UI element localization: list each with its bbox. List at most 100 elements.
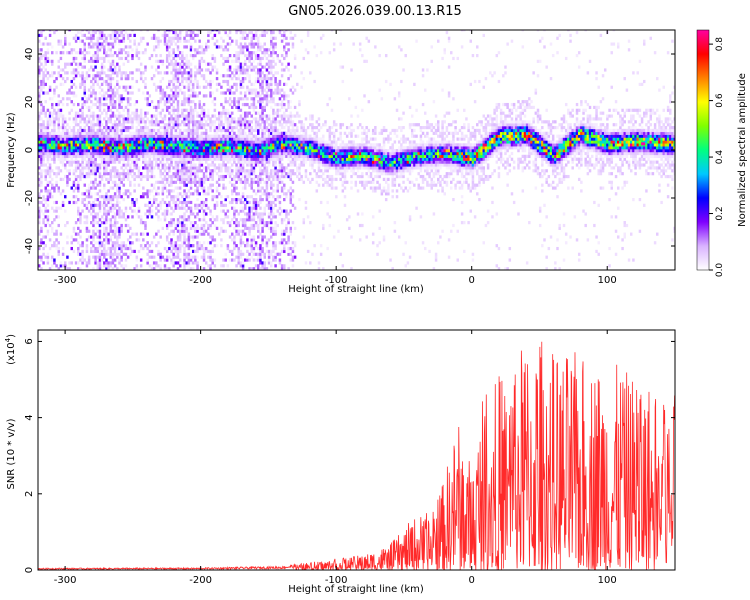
spectrogram-cell xyxy=(233,215,236,219)
spectrogram-cell xyxy=(150,123,154,127)
spectrogram-cell xyxy=(272,215,275,219)
spectrogram-cell xyxy=(70,140,73,144)
spectrogram-cell xyxy=(252,166,256,170)
spectrogram-cell xyxy=(90,134,93,138)
spectrogram-cell xyxy=(274,174,277,179)
spectrogram-cell xyxy=(165,255,169,259)
spectrogram-cell xyxy=(226,68,230,72)
spectrogram-cell xyxy=(200,51,204,55)
spectrogram-cell xyxy=(48,195,52,199)
spectrogram-cell xyxy=(267,221,271,225)
spectrogram-cell xyxy=(165,143,169,147)
spectrogram-cell xyxy=(165,189,169,193)
spectrogram-cell xyxy=(263,140,266,144)
spectrogram-cell xyxy=(209,143,212,147)
spectrogram-cell xyxy=(92,172,95,176)
spectrogram-cell xyxy=(265,166,269,170)
spectrogram-cell xyxy=(116,114,119,118)
spectrogram-cell xyxy=(124,71,128,75)
spectrogram-cell xyxy=(174,151,178,156)
spectrogram-cell xyxy=(126,114,130,118)
spectrogram-cell xyxy=(217,82,221,86)
spectrogram-cell xyxy=(135,232,139,236)
spectrogram-cell xyxy=(92,33,95,38)
spectrogram-cell xyxy=(148,131,152,135)
spectrogram-cell xyxy=(87,42,91,46)
spectrogram-cell xyxy=(209,128,212,133)
spectrogram-cell xyxy=(66,149,69,153)
spectrogram-cell xyxy=(152,151,156,156)
spectrogram-cell xyxy=(103,195,106,199)
spectrogram-cell xyxy=(228,221,232,225)
spectrogram-cell xyxy=(163,218,167,222)
spectrogram-cell xyxy=(74,186,78,190)
spectrogram-cell xyxy=(194,77,197,81)
spectrogram-cell xyxy=(270,183,273,187)
spectrogram-cell xyxy=(185,117,188,121)
spectrogram-cell xyxy=(185,183,188,187)
spectrogram-cell xyxy=(183,62,186,66)
spectrogram-cell xyxy=(263,252,266,256)
spectrogram-cell xyxy=(122,267,126,270)
spectrogram-cell xyxy=(174,166,178,170)
spectrogram-cell xyxy=(228,172,232,176)
spectrogram-cell xyxy=(270,137,273,141)
spectrogram-cell xyxy=(246,85,249,89)
spectrogram-cell xyxy=(191,137,195,141)
spectrogram-cell xyxy=(178,235,182,239)
spectrogram-cell xyxy=(116,91,119,95)
spectrogram-cell xyxy=(116,183,119,187)
spectrogram-cell xyxy=(263,97,266,101)
spectrogram-cell xyxy=(94,157,97,161)
spectrogram-cell xyxy=(213,244,217,248)
spectrogram-cell xyxy=(228,149,232,153)
spectrogram-cell xyxy=(170,157,173,161)
spectrogram-cell xyxy=(53,160,56,164)
spectrogram-cell xyxy=(137,206,141,210)
spectrogram-cell xyxy=(200,111,204,115)
spectrogram-cell xyxy=(194,108,197,112)
spectrogram-cell xyxy=(122,36,126,40)
spectrogram-cell xyxy=(118,137,121,141)
spectrogram-cell xyxy=(183,235,186,239)
spectrogram-cell xyxy=(161,177,165,182)
spectrogram-cell xyxy=(131,151,134,156)
spectrogram-cell xyxy=(178,88,182,92)
spectrogram-cell xyxy=(224,143,227,147)
spectrogram-cell xyxy=(237,252,240,256)
spectrogram-cell xyxy=(68,117,71,121)
spectrogram-cell xyxy=(92,68,95,72)
spectrogram-cell xyxy=(172,195,175,199)
spectrogram-cell xyxy=(248,65,251,69)
spectrogram-cell xyxy=(196,33,199,38)
spectrogram-cell xyxy=(244,42,247,46)
spectrogram-cell xyxy=(113,131,117,135)
spectrogram-cell xyxy=(118,177,121,182)
spectrogram-cell xyxy=(120,105,123,110)
spectrogram-cell xyxy=(118,183,121,187)
spectrogram-cell xyxy=(113,143,117,147)
spectrogram-cell xyxy=(194,169,197,173)
spectrogram-cell xyxy=(38,264,41,268)
spectrogram-cell xyxy=(42,157,45,161)
spectrogram-cell xyxy=(261,143,264,147)
spectrogram-cell xyxy=(81,157,84,161)
spectrogram-cell xyxy=(259,258,262,262)
spectrogram-cell xyxy=(189,221,193,225)
spectrogram-cell xyxy=(194,71,197,75)
spectrogram-cell xyxy=(152,36,156,40)
spectrogram-cell xyxy=(189,146,193,150)
spectrogram-cell xyxy=(280,238,284,242)
spectrogram-cell xyxy=(126,126,130,130)
spectrogram-cell xyxy=(172,232,175,236)
spectrogram-cell xyxy=(176,120,180,124)
spectrogram-cell xyxy=(241,120,245,124)
spectrogram-cell xyxy=(120,180,123,184)
spectrogram-cell xyxy=(185,33,188,38)
spectrogram-cell xyxy=(64,36,67,40)
spectrogram-cell xyxy=(129,206,132,210)
spectrogram-cell xyxy=(178,56,182,61)
spectrogram-cell xyxy=(228,114,232,118)
spectrogram-cell xyxy=(165,65,169,69)
spectrogram-cell xyxy=(165,249,169,254)
